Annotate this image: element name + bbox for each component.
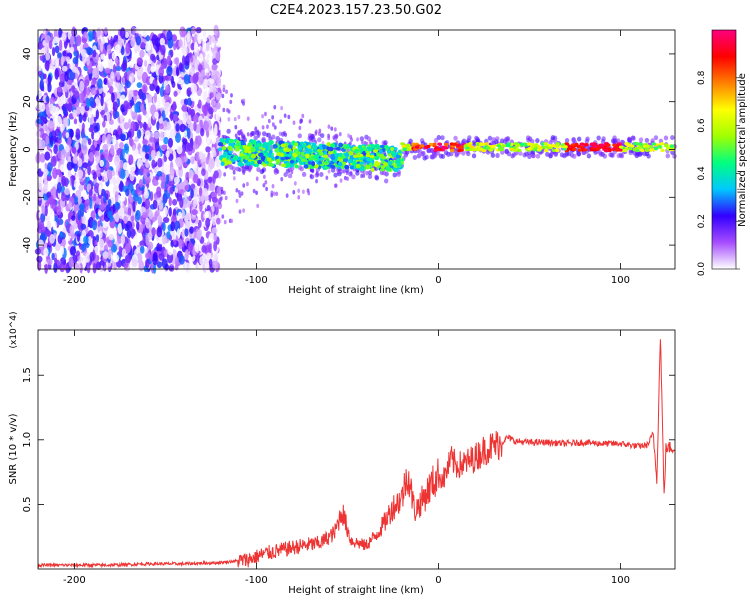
xtick-label: 0: [435, 275, 441, 286]
spectrogram-xlabel: Height of straight line (km): [288, 285, 424, 296]
colorbar-tick-label: 0.0: [697, 262, 707, 277]
snr-background: [38, 330, 675, 569]
xtick-label: 100: [611, 275, 630, 286]
spectrogram-ylabel: Frequency (Hz): [8, 111, 19, 187]
xtick-label: 100: [611, 575, 630, 586]
ytick-label: 20: [22, 95, 33, 108]
colorbar-tick-label: 0.2: [697, 214, 707, 228]
snr-panel: -200 -100 0 100 0.5 1.0 1.5 Height of straigh…: [8, 311, 676, 596]
snr-series-line: [37, 339, 676, 569]
snr-frame: [37, 329, 676, 570]
ytick-label: 0.5: [22, 496, 33, 512]
colorbar-frame: [711, 29, 737, 270]
heatmap-blobs: [34, 24, 677, 275]
xtick-label: -100: [245, 575, 268, 586]
colorbar: 0.0 0.2 0.4 0.6 0.8 Normalized spectral ampl…: [697, 29, 748, 277]
ytick-label: -40: [22, 237, 33, 253]
spectrogram-cells: [34, 24, 677, 275]
ytick-label: 1.0: [22, 432, 33, 448]
snr-ylabel: SNR (10 * v/v): [8, 413, 19, 484]
colorbar-tick-label: 0.4: [697, 166, 707, 181]
snr-xlabel: Height of straight line (km): [288, 585, 424, 596]
colorbar-label: Normalized spectral amplitude: [737, 73, 748, 227]
colorbar-tick-label: 0.6: [697, 118, 707, 133]
xtick-label: -200: [63, 275, 86, 286]
snr-multiplier: (x10^4): [9, 311, 19, 348]
xtick-label: 0: [435, 575, 441, 586]
ytick-label: 0: [22, 146, 33, 152]
chart-title: C2E4.2023.157.23.50.G02: [270, 3, 442, 18]
colorbar-gradient: [712, 30, 736, 269]
ytick-label: -20: [22, 189, 33, 205]
xtick-label: -100: [245, 275, 268, 286]
xtick-label: -200: [63, 575, 86, 586]
ytick-label: 1.5: [22, 367, 33, 383]
ytick-label: 40: [22, 48, 33, 61]
colorbar-tick-label: 0.8: [697, 70, 707, 85]
